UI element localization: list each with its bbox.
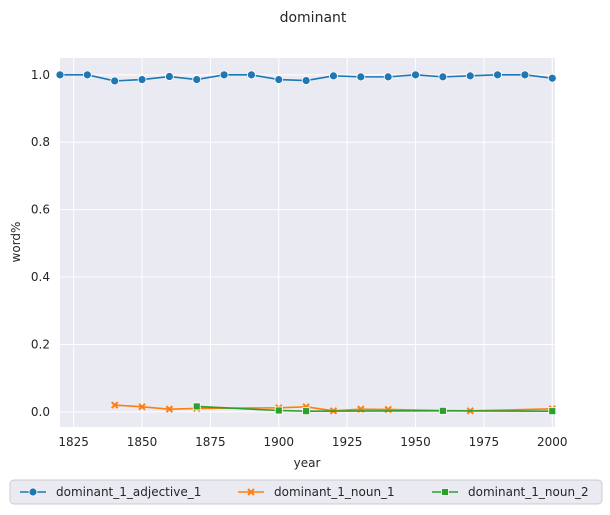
data-point (438, 72, 448, 82)
data-point (192, 402, 201, 411)
y-tick-label: 0.0 (31, 405, 50, 419)
legend-frame (9, 479, 603, 505)
y-tick-label: 0.4 (31, 270, 50, 284)
series-dominant_1_adjective_1 (55, 70, 557, 86)
data-point (219, 70, 229, 80)
x-tick-label: 1975 (469, 435, 500, 449)
x-axis-ticks: 1825 1850 1875 1900 1925 1950 1975 2000 (58, 435, 567, 449)
data-point (192, 75, 202, 84)
data-point (411, 70, 420, 80)
x-axis-label: year (294, 456, 321, 470)
data-point (247, 70, 256, 80)
legend-marker (247, 488, 255, 496)
data-point (356, 72, 366, 82)
data-point (137, 75, 147, 84)
y-tick-label: 0.6 (31, 203, 50, 217)
data-point (274, 406, 283, 415)
x-tick-label: 1950 (400, 435, 431, 449)
plot-area (60, 58, 555, 427)
x-tick-label: 1825 (58, 435, 89, 449)
data-point (548, 407, 557, 416)
data-point (165, 405, 174, 413)
data-point (55, 70, 65, 80)
data-point (438, 406, 447, 415)
data-point (301, 76, 311, 85)
data-point (138, 403, 146, 411)
legend-label: dominant_1_noun_2 (468, 485, 589, 499)
data-point (82, 70, 92, 80)
legend-label: dominant_1_noun_1 (274, 485, 395, 499)
data-point (493, 70, 502, 80)
x-tick-label: 1850 (127, 435, 158, 449)
legend-label: dominant_1_adjective_1 (56, 485, 201, 499)
chart-title: dominant (280, 10, 347, 26)
series-dominant_1_noun_2 (192, 402, 557, 416)
series-layer (55, 70, 557, 416)
data-point (302, 407, 311, 416)
y-tick-label: 0.2 (31, 337, 50, 351)
x-tick-label: 1875 (195, 435, 226, 449)
data-point (110, 401, 119, 409)
y-tick-label: 0.8 (31, 135, 50, 149)
y-tick-label: 1.0 (31, 68, 50, 82)
data-point (465, 71, 475, 81)
data-point (329, 71, 338, 81)
data-point (274, 75, 284, 84)
x-tick-label: 1900 (264, 435, 295, 449)
x-tick-label: 1925 (332, 435, 363, 449)
y-axis-ticks: 0.0 0.2 0.4 0.6 0.8 1.0 (31, 68, 50, 419)
legend-marker (441, 488, 449, 496)
data-point (547, 73, 557, 83)
data-point (164, 72, 174, 81)
legend-marker (28, 487, 38, 497)
x-tick-label: 2000 (537, 435, 568, 449)
data-point (520, 70, 530, 80)
data-point (110, 76, 120, 86)
y-axis-label: word% (9, 222, 23, 263)
data-point (383, 72, 393, 82)
legend: dominant_1_adjective_1 dominant_1_noun_1 d… (9, 479, 603, 505)
